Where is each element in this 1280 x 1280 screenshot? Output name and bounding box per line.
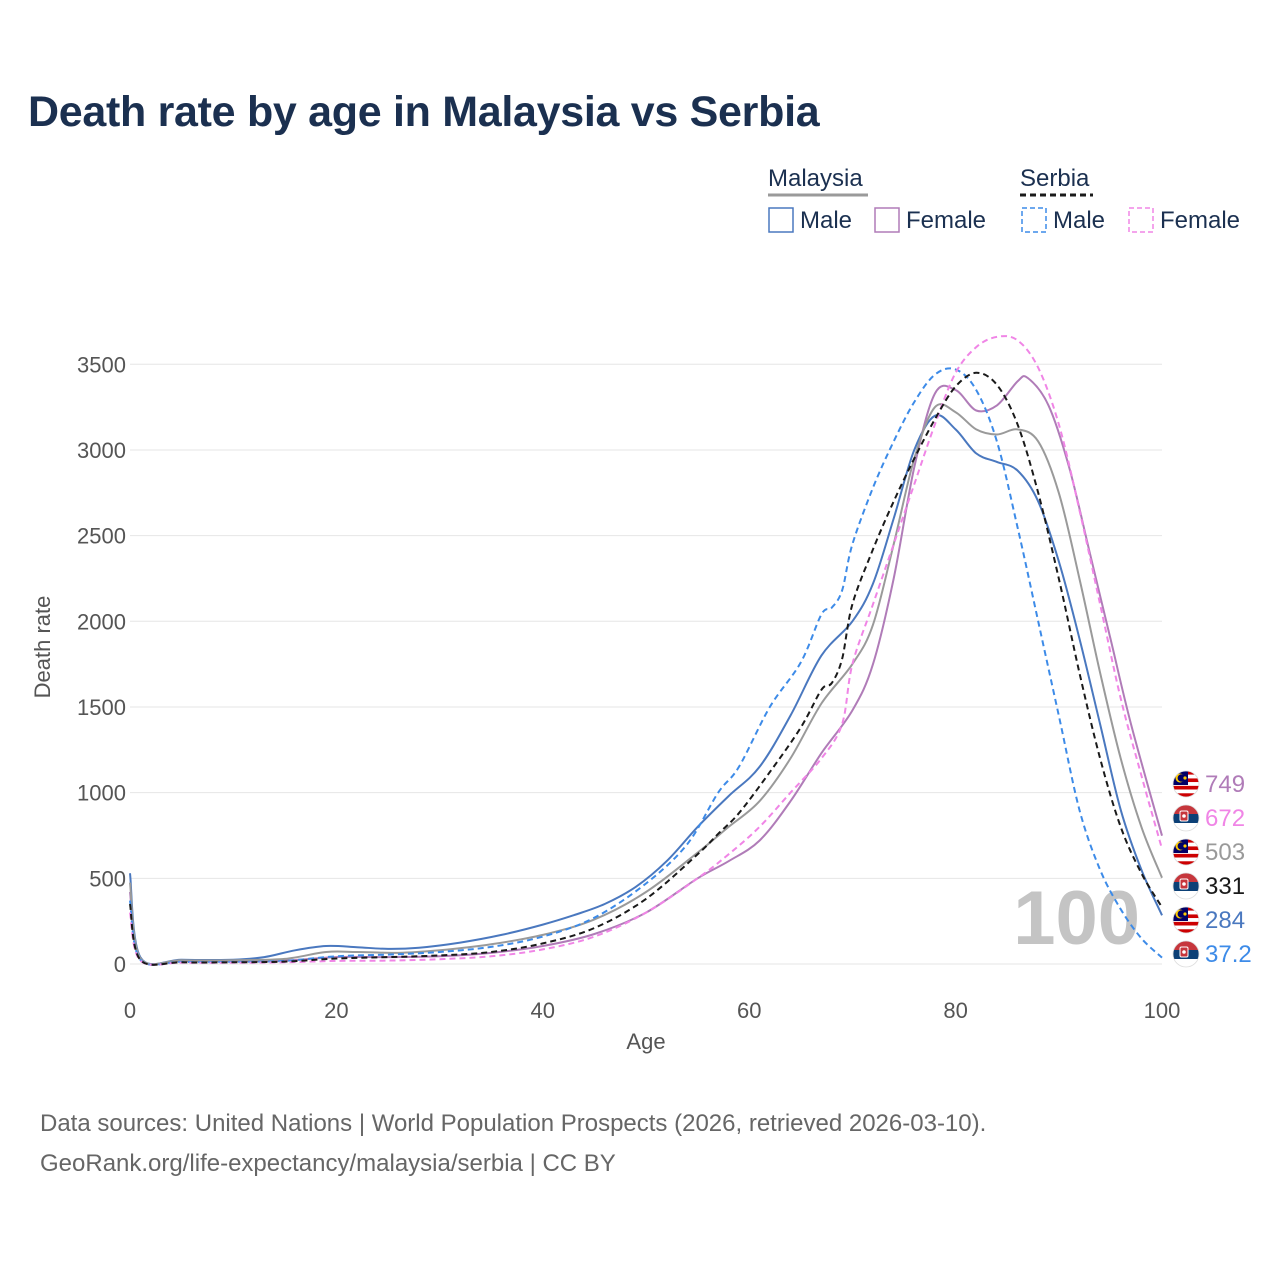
y-tick-label: 500 xyxy=(89,866,126,891)
y-tick-label: 0 xyxy=(114,952,126,977)
watermark-layer: 100 xyxy=(1013,876,1140,961)
legend-item-serbia-female[interactable]: Female xyxy=(1160,207,1240,234)
grid-lines xyxy=(130,363,1162,965)
serbia-flag-icon xyxy=(1172,804,1200,832)
axes: 0 500 1000 1500 2000 2500 3000 3500 0 20 40 60 80 100… xyxy=(30,352,1180,1054)
series-line-serbia-total[interactable] xyxy=(129,371,1163,966)
legend-item-serbia-male[interactable]: Male xyxy=(1053,207,1105,234)
end-label-value: 284 xyxy=(1205,907,1245,934)
series-line-malaysia-male[interactable] xyxy=(129,414,1163,966)
series-line-serbia-female[interactable] xyxy=(129,335,1163,966)
y-tick-label: 2000 xyxy=(77,609,126,634)
serbia-flag-icon xyxy=(1172,872,1200,900)
x-tick-label: 0 xyxy=(124,998,136,1023)
chart-title: Death rate by age in Malaysia vs Serbia xyxy=(28,88,820,136)
legend-group-serbia: Serbia xyxy=(1020,165,1090,192)
x-axis-title: Age xyxy=(626,1029,665,1054)
end-label-value: 672 xyxy=(1205,805,1245,832)
end-label-value: 749 xyxy=(1205,771,1245,798)
malaysia-flag-icon xyxy=(1172,838,1200,866)
x-tick-label: 80 xyxy=(943,998,967,1023)
legend-swatch[interactable] xyxy=(874,207,900,233)
y-tick-label: 2500 xyxy=(77,524,126,549)
legend-group-malaysia: Malaysia xyxy=(768,165,863,192)
series-line-malaysia-total[interactable] xyxy=(129,403,1163,966)
series-line-serbia-male[interactable] xyxy=(129,367,1163,966)
legend-item-malaysia-female[interactable]: Female xyxy=(906,207,986,234)
end-label-value: 37.2 xyxy=(1205,941,1252,968)
y-tick-label: 3000 xyxy=(77,438,126,463)
attribution-link[interactable]: GeoRank.org/life-expectancy/malaysia/ser… xyxy=(40,1150,616,1177)
legend-swatch[interactable] xyxy=(1021,207,1047,233)
y-tick-label: 3500 xyxy=(77,352,126,377)
x-tick-label: 40 xyxy=(531,998,555,1023)
end-label-value: 503 xyxy=(1205,839,1245,866)
malaysia-flag-icon xyxy=(1172,906,1200,934)
x-tick-label: 20 xyxy=(324,998,348,1023)
y-axis-title: Death rate xyxy=(30,596,55,699)
data-source-text: Data sources: United Nations | World Pop… xyxy=(40,1110,987,1137)
footer: Data sources: United Nations | World Pop… xyxy=(40,1104,986,1184)
legend: Malaysia Serbia Male Female Male Female xyxy=(768,165,1240,234)
x-tick-label: 60 xyxy=(737,998,761,1023)
legend-item-malaysia-male[interactable]: Male xyxy=(800,207,852,234)
year-watermark: 100 xyxy=(1013,876,1140,961)
y-tick-label: 1000 xyxy=(77,781,126,806)
x-tick-label: 100 xyxy=(1144,998,1181,1023)
end-labels: 749 672 503 331 284 37.2 xyxy=(1172,770,1252,968)
end-label-value: 331 xyxy=(1205,873,1245,900)
serbia-flag-icon xyxy=(1172,940,1200,968)
y-tick-label: 1500 xyxy=(77,695,126,720)
legend-swatch[interactable] xyxy=(768,207,794,233)
series-lines xyxy=(129,335,1163,966)
malaysia-flag-icon xyxy=(1172,770,1200,798)
legend-swatch[interactable] xyxy=(1128,207,1154,233)
